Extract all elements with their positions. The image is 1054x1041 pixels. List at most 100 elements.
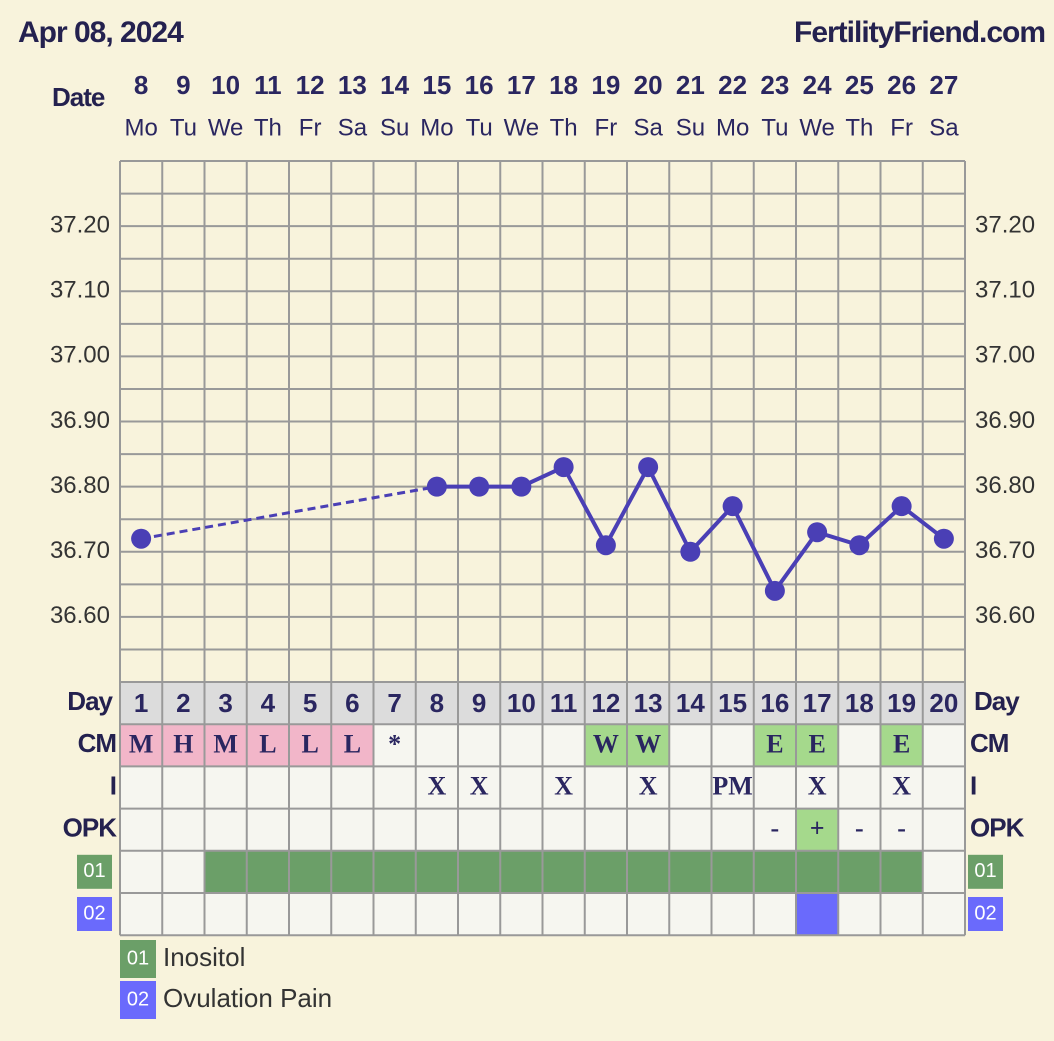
temperature-point <box>849 535 870 556</box>
date-number: 18 <box>549 70 578 100</box>
indicator-cell <box>584 850 627 893</box>
date-number: 23 <box>760 70 789 100</box>
cycle-day: 19 <box>887 688 916 718</box>
table-cell <box>204 724 247 767</box>
indicator-code: 02 <box>974 902 996 924</box>
y-tick-label-right: 36.60 <box>975 602 1035 629</box>
date-number: 22 <box>718 70 747 100</box>
weekday: Fr <box>595 114 618 141</box>
date-number: 9 <box>176 70 190 100</box>
weekday: Sa <box>633 114 663 141</box>
table-cell <box>246 893 289 936</box>
weekday: Tu <box>466 114 493 141</box>
table-cell <box>711 893 754 936</box>
cycle-day: 2 <box>176 688 190 718</box>
date-number: 20 <box>634 70 663 100</box>
indicator-cell <box>415 850 458 893</box>
y-tick-label-right: 36.80 <box>975 472 1035 499</box>
table-cell <box>331 766 374 809</box>
cell-value: + <box>810 814 825 843</box>
temperature-point <box>426 476 447 497</box>
table-cell <box>500 808 543 851</box>
y-tick-label: 36.80 <box>50 472 110 499</box>
date-number: 27 <box>929 70 958 100</box>
weekday: Su <box>676 114 705 141</box>
chart-date: Apr 08, 2024 <box>18 16 184 49</box>
weekday: Th <box>550 114 578 141</box>
weekday: Fr <box>299 114 322 141</box>
date-number: 21 <box>676 70 705 100</box>
gap-connector <box>140 485 438 541</box>
cell-value: - <box>771 814 780 843</box>
table-cell <box>711 724 754 767</box>
indicator-cell <box>711 850 754 893</box>
cell-value: - <box>855 814 864 843</box>
table-cell <box>289 766 332 809</box>
cycle-day: 1 <box>134 688 148 718</box>
table-cell <box>415 766 458 809</box>
indicator-cell <box>627 850 670 893</box>
y-tick-label: 36.60 <box>50 602 110 629</box>
temperature-point <box>469 476 490 497</box>
cell-value: M <box>129 729 154 758</box>
cell-value: - <box>897 814 906 843</box>
table-cell <box>162 766 205 809</box>
table-cell <box>796 808 839 851</box>
table-cell <box>162 850 205 893</box>
table-cell <box>331 808 374 851</box>
cell-value: E <box>893 729 910 758</box>
date-number: 10 <box>211 70 240 100</box>
indicator-cell <box>669 850 712 893</box>
indicator-code: 01 <box>83 860 105 882</box>
legend-swatch <box>120 981 156 1019</box>
date-number: 26 <box>887 70 916 100</box>
table-cell <box>711 808 754 851</box>
cycle-day: 6 <box>345 688 359 718</box>
table-cell <box>753 808 796 851</box>
cell-value: M <box>213 729 238 758</box>
table-cell <box>796 766 839 809</box>
weekday: Tu <box>761 114 788 141</box>
y-tick-label: 36.70 <box>50 537 110 564</box>
row-label-right: Day <box>974 686 1020 716</box>
table-cell <box>669 766 712 809</box>
indicator-cell <box>246 850 289 893</box>
cycle-day: 4 <box>261 688 276 718</box>
cell-value: X <box>554 771 573 800</box>
date-number: 16 <box>465 70 494 100</box>
temperature-point <box>131 528 152 549</box>
weekday: Th <box>845 114 873 141</box>
table-cell <box>246 808 289 851</box>
indicator-cell <box>458 850 501 893</box>
table-cell <box>120 766 163 809</box>
table-cell <box>415 808 458 851</box>
cycle-day: 18 <box>845 688 874 718</box>
table-cell <box>838 724 881 767</box>
table-cell <box>584 808 627 851</box>
date-number: 24 <box>803 70 832 100</box>
indicator-code: 02 <box>83 902 105 924</box>
cycle-day: 7 <box>387 688 401 718</box>
weekday: Mo <box>420 114 453 141</box>
table-cell <box>753 893 796 936</box>
legend-name: Ovulation Pain <box>163 983 332 1013</box>
y-tick-label-right: 37.10 <box>975 277 1035 304</box>
indicator-cell <box>796 893 839 936</box>
temperature-point <box>595 535 616 556</box>
row-label-right: OPK <box>970 813 1025 843</box>
cycle-day: 9 <box>472 688 486 718</box>
indicator-cell <box>331 850 374 893</box>
indicator-badge <box>968 897 1003 931</box>
table-cell <box>542 893 585 936</box>
indicator-cell <box>796 850 839 893</box>
y-tick-label-right: 36.90 <box>975 407 1035 434</box>
weekday: Tu <box>170 114 197 141</box>
y-tick-label: 36.90 <box>50 407 110 434</box>
table-cell <box>373 766 416 809</box>
table-cell <box>669 893 712 936</box>
date-label: Date <box>52 82 105 112</box>
cycle-day: 10 <box>507 688 536 718</box>
cell-value: X <box>470 771 489 800</box>
indicator-cell <box>500 850 543 893</box>
weekday: We <box>208 114 244 141</box>
